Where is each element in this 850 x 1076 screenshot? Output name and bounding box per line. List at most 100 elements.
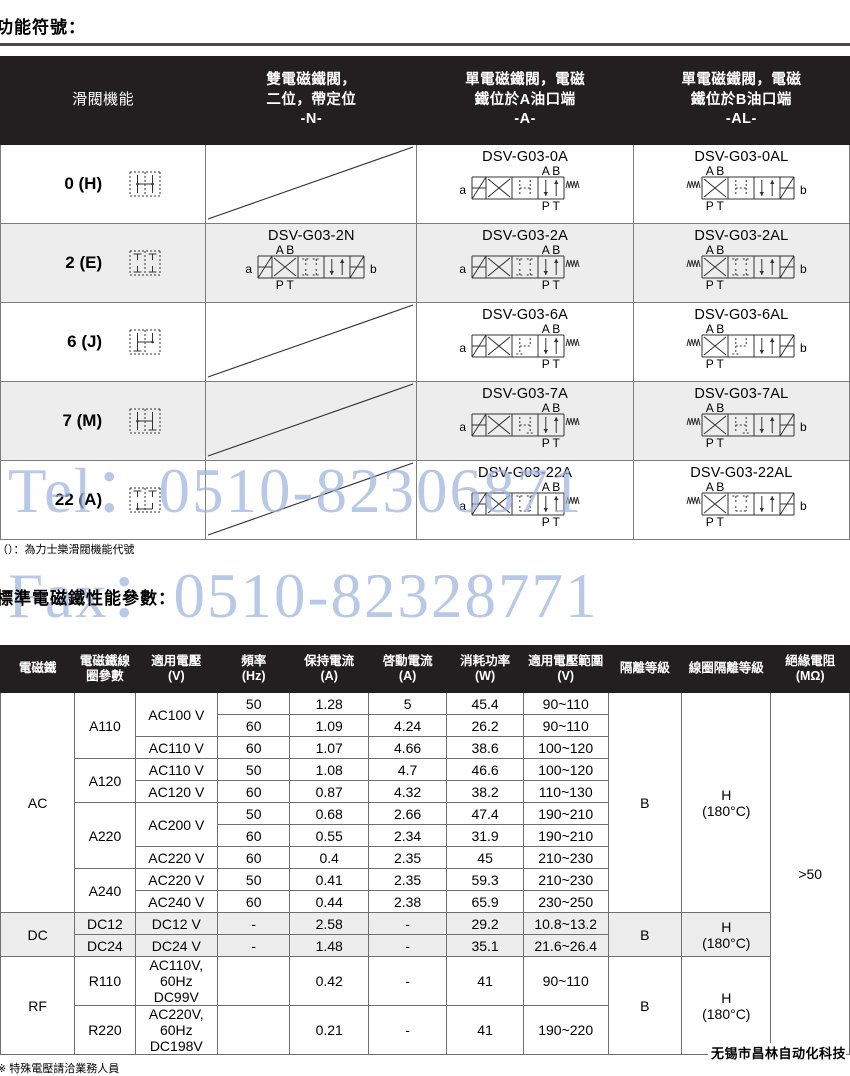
spec-cell-voltage-range: 100~120	[522, 758, 609, 781]
spec-cell-frequency: -	[216, 912, 291, 935]
header-al-line2: 鐵位於B油口端	[690, 91, 792, 108]
spec-cell-starting-current: 2.35	[367, 846, 448, 869]
spec-cell-voltage-range: 210~230	[522, 868, 609, 891]
spec-cell-holding-current: 0.42	[289, 956, 369, 1006]
spec-cell-holding-current: 1.28	[289, 692, 369, 715]
valve-diagram-M-AL: b A B P T	[686, 402, 807, 448]
spec-table-row: 60 0.55 2.34 31.9 190~210	[1, 824, 850, 847]
svg-text:b: b	[800, 499, 807, 513]
header-single-solenoid-al: 單電磁鐵閥，電磁 鐵位於B油口端 -AL-	[632, 56, 850, 145]
spec-cell-solenoid: RF	[0, 956, 76, 1055]
spec-cell-starting-current: 2.66	[367, 802, 448, 825]
spec-cell-voltage-range: 210~230	[522, 846, 609, 869]
spec-cell-frequency: 60	[216, 890, 291, 913]
svg-text:B: B	[287, 244, 295, 257]
valve-model-label: DSV-G03-2AL	[694, 228, 789, 244]
spec-cell-voltage: AC240 V	[134, 890, 218, 913]
header-line2: 圈參數	[86, 669, 124, 683]
cell-line: (180°C)	[702, 802, 751, 819]
spool-center-position-icon	[128, 249, 162, 277]
spool-function-code: 6 (J)	[67, 332, 103, 351]
spec-cell-voltage: AC200 V	[134, 802, 218, 847]
valve-model-label: DSV-G03-7A	[482, 386, 568, 402]
header-line1: 消耗功率	[460, 653, 511, 668]
spec-cell-starting-current: -	[367, 934, 448, 957]
spool-function-cell: 22 (A)	[0, 460, 207, 540]
svg-text:A: A	[706, 402, 714, 415]
svg-text:T: T	[717, 199, 725, 211]
cell-line: H	[721, 786, 732, 803]
svg-text:A: A	[706, 323, 714, 336]
valve-diagram-H-AL: b A B P T	[686, 165, 807, 211]
function-table-head: 滑閥機能 雙電磁鐵閥， 二位，帶定位 -N- 單電磁鐵閥，電磁 鐵位於A油口端 …	[0, 56, 850, 145]
valve-diagram-A-AL: b A B P T	[686, 481, 807, 527]
svg-text:a: a	[459, 183, 466, 197]
svg-text:P: P	[542, 199, 550, 211]
spec-table-row: AC240 V 60 0.44 2.38 65.9 230~250	[1, 890, 850, 913]
svg-text:B: B	[552, 402, 560, 415]
spec-cell-coil-param: R220	[74, 1005, 136, 1055]
svg-text:P: P	[542, 436, 550, 448]
spec-cell-frequency: 60	[216, 780, 291, 803]
valve-symbol-cell-n	[205, 144, 418, 224]
svg-text:a: a	[459, 341, 466, 355]
spec-cell-starting-current: -	[367, 1005, 448, 1055]
spec-cell-coil-param: DC12	[74, 912, 136, 935]
svg-text:A: A	[706, 481, 714, 494]
title-divider-rule	[0, 43, 850, 46]
spec-cell-isolation-class: B	[607, 956, 683, 1055]
spool-function-cell: 7 (M)	[0, 381, 207, 461]
svg-text:P: P	[706, 278, 714, 290]
svg-text:P: P	[706, 515, 714, 527]
header-n-code: -N-	[300, 111, 323, 128]
valve-diagram-J-AL: b A B P T	[686, 323, 807, 369]
svg-text:P: P	[706, 357, 714, 369]
spool-function-code: 7 (M)	[62, 411, 103, 430]
spec-cell-frequency: 60	[216, 824, 291, 847]
svg-text:T: T	[287, 278, 295, 290]
svg-text:A: A	[542, 402, 550, 415]
spec-cell-holding-current: 0.4	[289, 846, 369, 869]
header-line1: 啓動電流	[382, 653, 433, 668]
header-line1: 適用電壓	[151, 653, 202, 668]
svg-text:A: A	[542, 323, 550, 336]
svg-text:T: T	[553, 199, 561, 211]
header-line1: 保持電流	[304, 653, 355, 668]
spool-symbol-H	[129, 171, 161, 197]
header-line2: (V)	[557, 669, 575, 683]
spec-cell-starting-current: 4.66	[367, 736, 448, 759]
header-line1: 電磁鐵線	[79, 653, 130, 668]
spec-table-body: AC A110 AC100 V 50 1.28 5 45.4 90~110 B H (180°C) >…	[0, 692, 850, 1055]
valve-symbol-cell-al: DSV-G03-2AL b A B P T	[632, 223, 850, 303]
cell-line: AC220V, 60Hz	[148, 1006, 204, 1038]
spec-cell-voltage: AC220 V	[134, 846, 218, 869]
spec-header-coil-isolation-class: 線圈隔離等級	[681, 645, 772, 693]
svg-text:b: b	[370, 262, 377, 276]
valve-model-label: DSV-G03-0A	[482, 149, 568, 165]
cell-line: DC198V	[149, 1038, 203, 1054]
valve-diagram-E-N: a b A B P T	[246, 244, 378, 290]
spool-function-code: 0 (H)	[64, 174, 103, 193]
spec-cell-voltage: AC220 V	[134, 868, 218, 891]
valve-diagram-E-AL: b A B P T	[686, 244, 807, 290]
spec-cell-frequency: 50	[216, 802, 291, 825]
valve-symbol-cell-al: DSV-G03-22AL b A B P T	[632, 460, 850, 540]
spec-cell-starting-current: 4.24	[367, 714, 448, 737]
spec-cell-voltage: DC24 V	[134, 934, 218, 957]
header-a-line1: 單電磁鐵閥，電磁	[465, 72, 586, 89]
svg-text:A: A	[706, 165, 714, 178]
valve-model-label: DSV-G03-0AL	[694, 149, 789, 165]
svg-text:B: B	[552, 244, 560, 257]
spec-cell-voltage: AC110V, 60Hz DC99V	[134, 956, 218, 1006]
header-line1: 頻率	[241, 653, 267, 668]
svg-text:A: A	[706, 244, 714, 257]
spec-cell-holding-current: 1.48	[289, 934, 369, 957]
spec-cell-voltage-range: 90~110	[522, 692, 609, 715]
svg-text:A: A	[542, 244, 550, 257]
spec-header-insulation-resistance: 絕緣電阻 (MΩ)	[770, 645, 850, 693]
spec-table-row: AC A110 AC100 V 50 1.28 5 45.4 90~110 B H (180°C) >…	[0, 692, 850, 1055]
spec-cell-coil-isolation-class: H (180°C)	[681, 956, 772, 1055]
spec-table-row: AC220 V 60 0.4 2.35 45 210~230	[1, 846, 850, 869]
